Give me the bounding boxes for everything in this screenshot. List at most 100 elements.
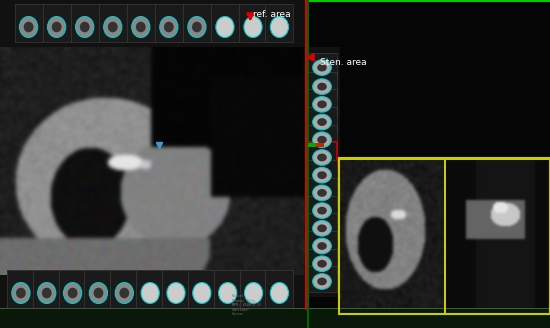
Bar [307, 266, 337, 293]
Ellipse shape [317, 242, 327, 250]
Ellipse shape [108, 22, 118, 32]
Ellipse shape [270, 16, 289, 37]
Bar [214, 270, 241, 308]
Ellipse shape [218, 282, 237, 303]
Ellipse shape [317, 171, 327, 179]
Bar [307, 0, 550, 2]
Bar [307, 195, 337, 222]
Bar [307, 266, 337, 293]
Ellipse shape [37, 282, 56, 303]
Bar [15, 4, 42, 42]
Bar [43, 4, 70, 42]
Bar [307, 160, 337, 186]
Text: Sten. area: Sten. area [320, 58, 366, 67]
Bar [239, 4, 267, 42]
Ellipse shape [75, 16, 94, 37]
Ellipse shape [313, 79, 331, 94]
Bar [266, 270, 293, 308]
Bar [59, 270, 86, 308]
Ellipse shape [141, 282, 160, 303]
Ellipse shape [317, 207, 327, 215]
Ellipse shape [317, 189, 327, 197]
Ellipse shape [313, 60, 331, 75]
Ellipse shape [192, 282, 211, 303]
Bar [136, 270, 164, 308]
Bar [307, 0, 550, 328]
Ellipse shape [47, 16, 66, 37]
Bar [7, 270, 35, 308]
Bar [0, 308, 550, 328]
Ellipse shape [94, 288, 103, 298]
Ellipse shape [313, 238, 331, 254]
Ellipse shape [12, 282, 30, 303]
Ellipse shape [313, 114, 331, 130]
Bar [307, 125, 337, 151]
Bar [183, 4, 211, 42]
Ellipse shape [313, 274, 331, 289]
Ellipse shape [244, 16, 262, 37]
Bar [307, 213, 337, 239]
Bar [307, 52, 337, 79]
Bar [308, 143, 316, 148]
Bar [305, 0, 307, 310]
Bar [111, 270, 138, 308]
Bar [239, 4, 267, 42]
Bar [240, 270, 267, 308]
Ellipse shape [136, 22, 146, 32]
Bar [99, 4, 127, 42]
Bar [307, 231, 337, 257]
Bar [307, 249, 337, 275]
Bar [240, 270, 267, 308]
Ellipse shape [216, 16, 234, 37]
Ellipse shape [313, 167, 331, 183]
Bar [307, 89, 337, 115]
Ellipse shape [317, 64, 327, 72]
Ellipse shape [313, 220, 331, 236]
Ellipse shape [103, 16, 122, 37]
Ellipse shape [167, 282, 185, 303]
Bar [0, 275, 307, 313]
Bar [162, 270, 190, 308]
Ellipse shape [80, 22, 90, 32]
Bar [266, 4, 293, 42]
Ellipse shape [313, 96, 331, 112]
Bar [71, 4, 98, 42]
Ellipse shape [313, 185, 331, 201]
Bar [266, 4, 293, 42]
Bar [307, 178, 337, 204]
Bar [307, 142, 337, 169]
Bar [188, 270, 216, 308]
Bar [307, 107, 337, 133]
Bar [340, 0, 550, 158]
Bar [316, 143, 324, 148]
Bar [211, 4, 239, 42]
Bar [307, 125, 337, 151]
Ellipse shape [244, 282, 263, 303]
Ellipse shape [131, 16, 150, 37]
Ellipse shape [16, 288, 26, 298]
Bar [307, 52, 337, 79]
Bar [85, 270, 112, 308]
Ellipse shape [317, 260, 327, 268]
Bar [136, 270, 164, 308]
Bar [127, 4, 155, 42]
Ellipse shape [52, 22, 62, 32]
Ellipse shape [68, 288, 78, 298]
Ellipse shape [63, 282, 82, 303]
Bar [307, 231, 337, 257]
Ellipse shape [160, 16, 178, 37]
Ellipse shape [24, 22, 34, 32]
Ellipse shape [89, 282, 108, 303]
Ellipse shape [317, 277, 327, 285]
Bar [43, 4, 70, 42]
Bar [85, 270, 112, 308]
Bar [307, 142, 337, 169]
Ellipse shape [188, 16, 206, 37]
Ellipse shape [192, 22, 202, 32]
Bar [340, 158, 550, 159]
Bar [0, 308, 550, 309]
Bar [339, 158, 550, 314]
Bar [127, 4, 155, 42]
Bar [0, 0, 307, 47]
Bar [307, 195, 337, 222]
